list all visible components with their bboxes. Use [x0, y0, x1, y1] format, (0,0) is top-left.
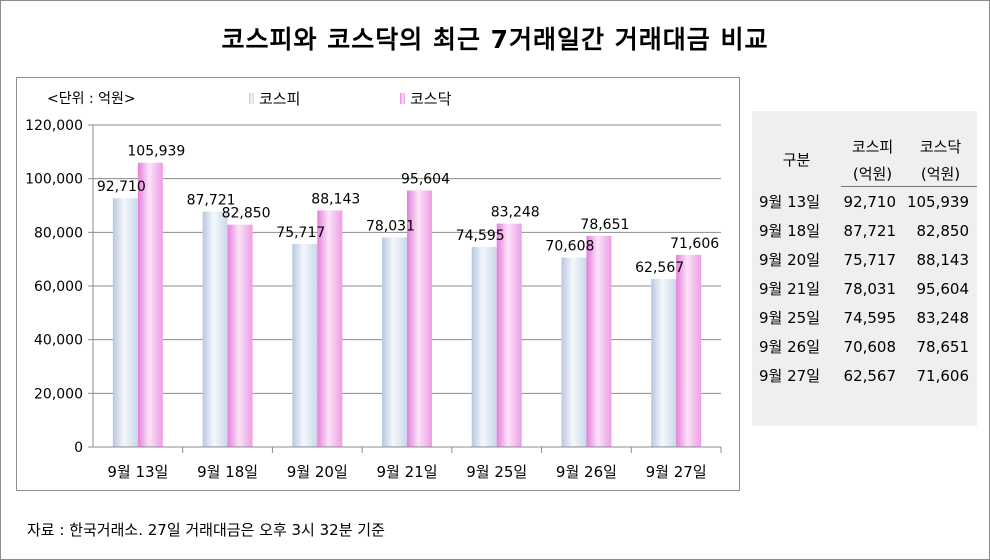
- data-label-kospi: 75,717: [276, 225, 325, 241]
- table-cell-kospi: 92,710: [843, 192, 897, 211]
- source-note: 자료 : 한국거래소. 27일 거래대금은 오후 3시 32분 기준: [27, 521, 385, 539]
- table-row: 9월 13일 92,710 105,939: [752, 187, 977, 217]
- table-row: 9월 25일 74,595 83,248: [752, 303, 977, 332]
- bar-kospi: [651, 279, 677, 447]
- data-table-panel: 구분 코스피 코스닥 (억원) (억원) 9월 13일 92,710 105,939…: [752, 111, 977, 426]
- legend-item-kospi: 코스피: [249, 88, 300, 109]
- chart-panel: 92,710 105,939 87,721 82,850 75,717 88,143 78,…: [16, 77, 740, 491]
- bars: [112, 162, 702, 448]
- legend-swatch-kospi: [249, 93, 254, 104]
- table-cell-date: 9월 21일: [759, 280, 820, 298]
- table-cell-kospi: 70,608: [843, 337, 897, 356]
- table-header-kosdaq: 코스닥: [919, 138, 962, 156]
- table-cell-kosdaq: 78,651: [916, 337, 970, 356]
- y-tick-label: 80,000: [34, 225, 83, 241]
- legend-label-kosdaq: 코스닥: [410, 90, 452, 108]
- x-tick-label: 9월 20일: [287, 463, 348, 481]
- y-tick-label: 120,000: [25, 118, 83, 134]
- bar-kospi: [382, 237, 407, 447]
- legend-item-kosdaq: 코스닥: [400, 88, 451, 109]
- table-cell-kosdaq: 82,850: [916, 221, 970, 240]
- table-cell-kospi: 87,721: [843, 221, 897, 240]
- x-tick-label: 9월 25일: [466, 463, 527, 481]
- table-cell-kospi: 75,717: [843, 250, 897, 269]
- bar-kospi: [112, 198, 138, 447]
- bar-kosdaq: [586, 235, 612, 447]
- bar-kospi: [471, 246, 497, 447]
- data-label-kosdaq: 83,248: [491, 205, 540, 221]
- bar-kosdaq: [227, 224, 253, 447]
- y-tick-label: 20,000: [34, 386, 83, 402]
- bar-kosdaq: [407, 190, 432, 448]
- table-row: 9월 26일 70,608 78,651: [752, 332, 977, 361]
- table-cell-kosdaq: 71,606: [916, 366, 970, 385]
- bar-kospi: [292, 243, 318, 447]
- x-tick-label: 9월 13일: [107, 463, 168, 481]
- table-row: 9월 27일 62,567 71,606: [752, 361, 977, 390]
- table-row: 9월 18일 87,721 82,850: [752, 216, 977, 245]
- data-label-kospi: 62,567: [635, 260, 684, 276]
- table-cell-kosdaq: 83,248: [916, 308, 970, 327]
- table-cell-kosdaq: 105,939: [906, 192, 969, 211]
- table-cell-kospi: 78,031: [843, 279, 897, 298]
- bar-kospi: [561, 257, 587, 447]
- table-cell-date: 9월 27일: [759, 367, 820, 385]
- bar-kosdaq: [137, 162, 163, 447]
- table-body: 9월 13일 92,710 105,939 9월 18일 87,721 82,850 9월 …: [752, 187, 977, 391]
- page-title: 코스피와 코스닥의 최근 7거래일간 거래대금 비교: [221, 25, 769, 54]
- x-tick-label: 9월 27일: [646, 463, 707, 481]
- data-label-kospi: 92,710: [97, 179, 146, 195]
- data-label-kosdaq: 88,143: [311, 191, 360, 207]
- table-cell-date: 9월 20일: [759, 251, 820, 269]
- table-cell-date: 9월 25일: [759, 309, 820, 327]
- table-row: 9월 20일 75,717 88,143: [752, 245, 977, 274]
- table-cell-date: 9월 13일: [759, 192, 820, 211]
- data-label-kosdaq: 78,651: [580, 217, 629, 233]
- table-cell-date: 9월 18일: [759, 222, 820, 240]
- y-tick-label: 60,000: [34, 279, 83, 295]
- bar-kosdaq: [317, 210, 343, 447]
- x-tick-label: 9월 18일: [197, 463, 258, 481]
- data-label-kospi: 78,031: [366, 219, 415, 235]
- data-label-kospi: 87,721: [187, 193, 236, 209]
- data-label-kospi: 70,608: [545, 239, 594, 255]
- bar-kosdaq: [676, 254, 702, 447]
- y-tick-label: 40,000: [34, 333, 83, 349]
- data-label-kosdaq: 71,606: [670, 236, 719, 252]
- table-row: 9월 21일 78,031 95,604: [752, 274, 977, 303]
- data-label-kosdaq: 82,850: [222, 206, 271, 222]
- unit-label: <단위 : 억원>: [47, 91, 136, 107]
- bar-kospi: [202, 211, 228, 447]
- legend-label-kospi: 코스피: [259, 90, 301, 108]
- x-tick-label: 9월 21일: [377, 463, 438, 481]
- axes: 0 20,000 40,000 60,000 80,000 100,000 120,000 9…: [25, 118, 722, 481]
- table-header-kosdaq-unit: (억원): [904, 160, 977, 187]
- table-cell-kospi: 62,567: [843, 366, 897, 385]
- x-tick-label: 9월 26일: [556, 463, 617, 481]
- table-cell-kosdaq: 88,143: [916, 250, 970, 269]
- table-cell-date: 9월 26일: [759, 338, 820, 356]
- bar-kosdaq: [496, 223, 522, 447]
- data-label-kosdaq: 95,604: [401, 171, 450, 187]
- data-label-kosdaq: 105,939: [127, 144, 185, 160]
- table-header-kospi: 코스피: [851, 138, 894, 156]
- table-cell-kospi: 74,595: [843, 308, 897, 327]
- y-tick-label: 0: [74, 440, 83, 456]
- data-label-kospi: 74,595: [456, 228, 505, 244]
- table-header-kospi-unit: (억원): [841, 160, 905, 187]
- data-table: 구분 코스피 코스닥 (억원) (억원) 9월 13일 92,710 105,939…: [752, 133, 977, 390]
- legend-swatch-kosdaq: [400, 93, 405, 104]
- y-tick-label: 100,000: [25, 172, 83, 188]
- table-header-category: 구분: [782, 151, 811, 170]
- table-cell-kosdaq: 95,604: [916, 279, 970, 298]
